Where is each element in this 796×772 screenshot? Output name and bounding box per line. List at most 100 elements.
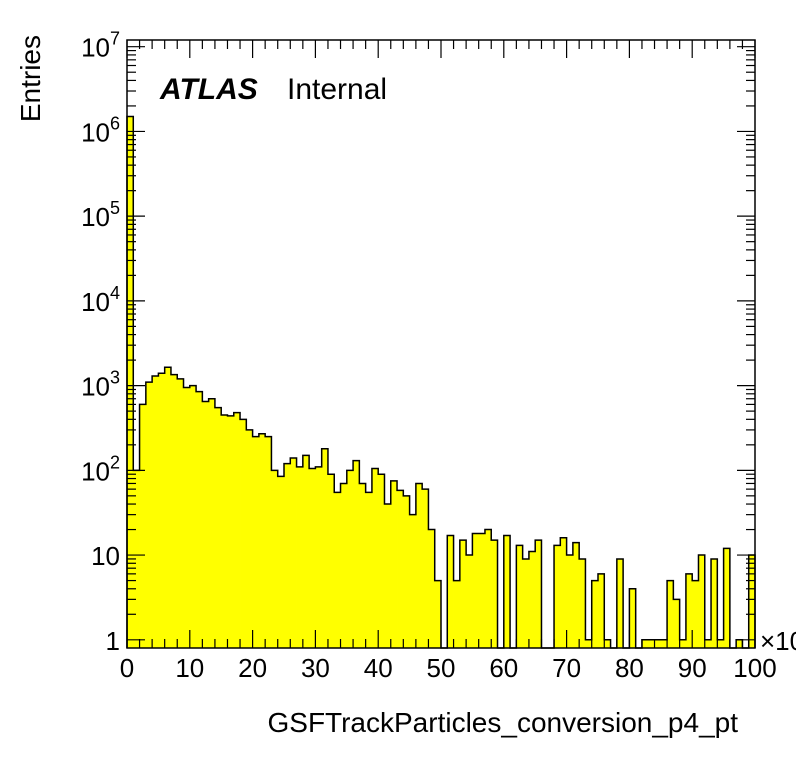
histogram-bar (453, 580, 461, 648)
histogram-bar (152, 375, 159, 648)
x-multiplier-label: ×10 (760, 626, 796, 656)
histogram-bar (240, 419, 247, 648)
histogram-bar (397, 490, 404, 648)
histogram-bar (196, 391, 203, 648)
x-tick-label: 90 (678, 653, 707, 683)
histogram-bar (692, 580, 699, 648)
histogram-bar (522, 558, 530, 648)
histogram-bar (447, 535, 454, 648)
histogram-bar (535, 540, 542, 648)
histogram-bar (321, 448, 329, 648)
histogram-bar (340, 483, 348, 648)
histogram-bar (598, 573, 605, 648)
x-tick-label: 30 (301, 653, 330, 683)
histogram-bar (641, 639, 649, 648)
histogram-bar (554, 545, 561, 648)
histogram-bar (698, 555, 706, 648)
histogram-bar (422, 489, 429, 648)
histogram-bar (252, 436, 260, 648)
histogram-bar (378, 474, 385, 648)
x-tick-label: 0 (120, 653, 134, 683)
y-axis-title: Entries (15, 35, 46, 122)
x-tick-label: 100 (733, 653, 776, 683)
histogram-bar (265, 436, 272, 648)
x-axis-title: GSFTrackParticles_conversion_p4_pt (267, 707, 738, 738)
histogram-bar (685, 573, 693, 648)
histogram-bar (667, 580, 674, 648)
histogram-bar (566, 555, 574, 648)
histogram-bar (271, 470, 279, 648)
histogram-bar (246, 429, 253, 648)
y-tick-labels: 1 10 102 103 104 105 106 107 (81, 29, 120, 656)
histogram-bar (315, 466, 323, 648)
histogram-bar (736, 639, 743, 648)
histogram-bar (221, 414, 228, 648)
x-tick-label: 50 (427, 653, 456, 683)
histogram-bar (585, 639, 593, 648)
histogram-bar (403, 495, 410, 648)
histogram-bar (202, 401, 210, 648)
histogram-bar (660, 639, 668, 648)
histogram-bar (133, 470, 140, 648)
histogram-bar (560, 537, 567, 648)
histogram-bars (127, 116, 756, 648)
histogram-bar (353, 460, 360, 648)
histogram-bar (145, 382, 153, 648)
histogram-bar (371, 468, 379, 648)
histogram-bar (579, 558, 586, 648)
histogram-bar (208, 398, 216, 648)
histogram-bar (478, 533, 486, 648)
histogram-bar (365, 492, 373, 648)
histogram-bar (415, 483, 423, 648)
histogram-bar (491, 540, 498, 648)
histogram-bar (723, 548, 731, 648)
y-tick-label: 106 (81, 113, 120, 147)
histogram-bar (459, 540, 467, 648)
histogram-bar (277, 476, 285, 648)
histogram-bar (258, 433, 266, 648)
internal-label: Internal (287, 73, 387, 106)
histogram-bar (472, 533, 480, 648)
y-tick-label: 1 (106, 626, 120, 656)
histogram-bar (748, 555, 756, 648)
histogram-bar (679, 639, 687, 648)
histogram-bar (648, 639, 655, 648)
x-tick-label: 80 (615, 653, 644, 683)
histogram-bar (127, 116, 134, 648)
histogram-bar (516, 545, 524, 648)
y-tick-label: 104 (81, 283, 120, 317)
histogram-bar (164, 367, 172, 648)
histogram-bar (214, 407, 222, 648)
histogram-bar (629, 588, 637, 648)
histogram-bar (409, 514, 417, 648)
histogram-bar (284, 463, 291, 648)
histogram-bar (359, 483, 367, 648)
histogram-bar (591, 580, 599, 648)
histogram-bar (302, 455, 310, 648)
histogram-bar (654, 639, 662, 648)
atlas-label: ATLAS (159, 73, 258, 106)
histogram-bar (572, 542, 580, 648)
histogram-outline (126, 115, 756, 649)
axis-ticks (126, 40, 756, 648)
histogram-bar (528, 551, 536, 648)
x-tick-label: 70 (552, 653, 581, 683)
y-tick-label: 103 (81, 368, 120, 402)
histogram-bar (139, 404, 147, 648)
y-tick-label: 107 (81, 29, 120, 63)
histogram-bar (334, 492, 341, 648)
histogram-bar (434, 580, 442, 648)
x-tick-label: 40 (364, 653, 393, 683)
histogram-bar (466, 555, 473, 648)
histogram-bar (227, 415, 235, 648)
histogram-bar (346, 470, 354, 648)
histogram-bar (604, 639, 611, 648)
histogram-bar (616, 558, 624, 648)
histogram-bar (189, 385, 197, 648)
x-tick-labels: 0 10 20 30 40 50 60 70 80 90 100 (120, 653, 777, 683)
histogram-bar (290, 457, 297, 648)
histogram-bar (309, 468, 316, 648)
y-tick-label: 10 (91, 541, 120, 571)
x-tick-label: 10 (175, 653, 204, 683)
